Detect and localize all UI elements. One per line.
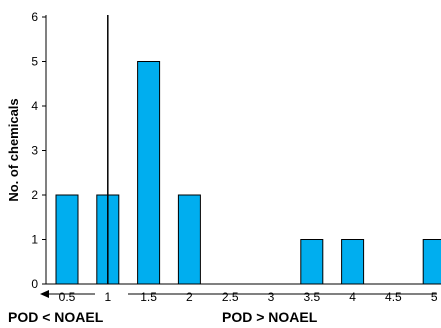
- right-region-label: POD > NOAEL: [222, 309, 318, 325]
- x-tick-label: 2: [186, 290, 193, 304]
- chart-bars: [55, 61, 441, 285]
- y-tick-label: 5: [31, 55, 38, 69]
- bar: [55, 194, 79, 285]
- bar: [422, 239, 441, 285]
- bar: [300, 239, 324, 285]
- x-tick-label: 2.5: [222, 290, 239, 304]
- bar: [177, 194, 201, 285]
- y-tick-label: 0: [31, 277, 38, 291]
- y-tick-label: 1: [31, 233, 38, 247]
- x-tick-label: 3: [268, 290, 275, 304]
- x-tick-label: 1: [104, 290, 111, 304]
- region-annotations: POD < NOAEL POD > NOAEL: [8, 290, 437, 325]
- x-tick-label: 0.5: [59, 290, 76, 304]
- bar: [137, 61, 161, 285]
- y-axis-label: No. of chemicals: [6, 98, 21, 201]
- x-tick-label: 1.5: [140, 290, 157, 304]
- y-tick-label: 6: [31, 10, 38, 24]
- y-axis-ticks: 0 1 2 3 4 5 6: [31, 10, 46, 291]
- left-region-label: POD < NOAEL: [8, 309, 104, 325]
- x-tick-label: 4.5: [385, 290, 402, 304]
- x-tick-label: 5: [431, 290, 438, 304]
- bar: [341, 239, 365, 285]
- y-tick-label: 2: [31, 188, 38, 202]
- x-axis-ticks: 0.5 1 1.5 2 2.5 3 3.5 4 4.5 5: [59, 290, 438, 304]
- x-tick-label: 3.5: [303, 290, 320, 304]
- x-tick-label: 4: [349, 290, 356, 304]
- left-region-arrow-head: [40, 290, 49, 298]
- y-tick-label: 3: [31, 144, 38, 158]
- y-tick-label: 4: [31, 99, 38, 113]
